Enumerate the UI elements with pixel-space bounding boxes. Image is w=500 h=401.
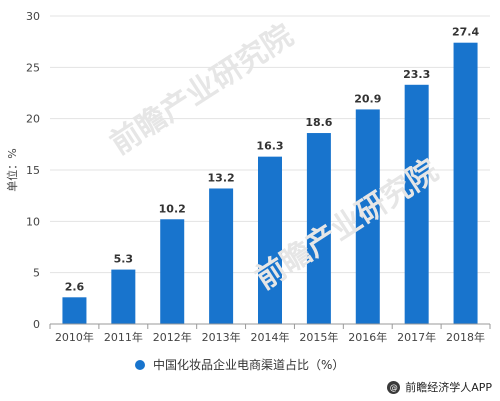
y-axis-label: 单位：% (5, 148, 19, 191)
data-label: 2.6 (65, 280, 85, 293)
bar (306, 133, 331, 324)
bars (62, 42, 478, 325)
y-tick-label: 0 (33, 318, 40, 331)
data-label: 10.2 (159, 202, 186, 215)
data-label: 18.6 (305, 116, 332, 129)
y-tick-label: 15 (26, 164, 40, 177)
data-label: 13.2 (208, 171, 235, 184)
source-credit: @ 前瞻经济学人APP (387, 379, 492, 395)
legend-label: 中国化妆品企业电商渠道占比（%） (153, 358, 345, 372)
x-tick-label: 2013年 (202, 330, 241, 344)
x-tick-labels: 2010年 2011年 2012年 2013年 2014年 2015年 2016年 2017年… (49, 324, 491, 344)
y-tick-label: 25 (26, 61, 40, 74)
data-label: 16.3 (256, 140, 283, 153)
x-tick-label: 2010年 (55, 330, 94, 344)
app-logo-icon: @ (387, 380, 401, 394)
x-tick-label: 2011年 (104, 330, 143, 344)
y-tick-label: 20 (26, 113, 40, 126)
data-labels: 2.6 5.3 10.2 13.2 16.3 18.6 20.9 23.3 27.4 (65, 26, 480, 294)
data-label: 5.3 (114, 253, 134, 266)
y-tick-labels: 0 5 10 15 20 25 30 (26, 10, 40, 331)
bar (111, 269, 136, 324)
bar (160, 219, 185, 324)
x-tick-label: 2018年 (446, 330, 485, 344)
y-tick-label: 30 (26, 10, 40, 23)
x-tick-label: 2012年 (153, 330, 192, 344)
y-tick-label: 5 (33, 267, 40, 280)
x-tick-label: 2015年 (299, 330, 338, 344)
bar (355, 109, 380, 324)
data-label: 20.9 (354, 92, 381, 105)
bar (258, 156, 282, 324)
bar (62, 297, 87, 324)
y-tick-label: 10 (26, 215, 40, 228)
data-label: 27.4 (452, 26, 479, 39)
x-tick-label: 2017年 (397, 330, 436, 344)
legend: 中国化妆品企业电商渠道占比（%） (135, 356, 344, 373)
bar (453, 42, 478, 325)
x-tick-label: 2016年 (348, 330, 387, 344)
data-label: 23.3 (403, 68, 430, 81)
bar (404, 84, 429, 324)
source-label: 前瞻经济学人APP (405, 381, 492, 394)
legend-marker (135, 359, 145, 370)
x-tick-label: 2014年 (251, 330, 290, 344)
bar (209, 188, 234, 324)
